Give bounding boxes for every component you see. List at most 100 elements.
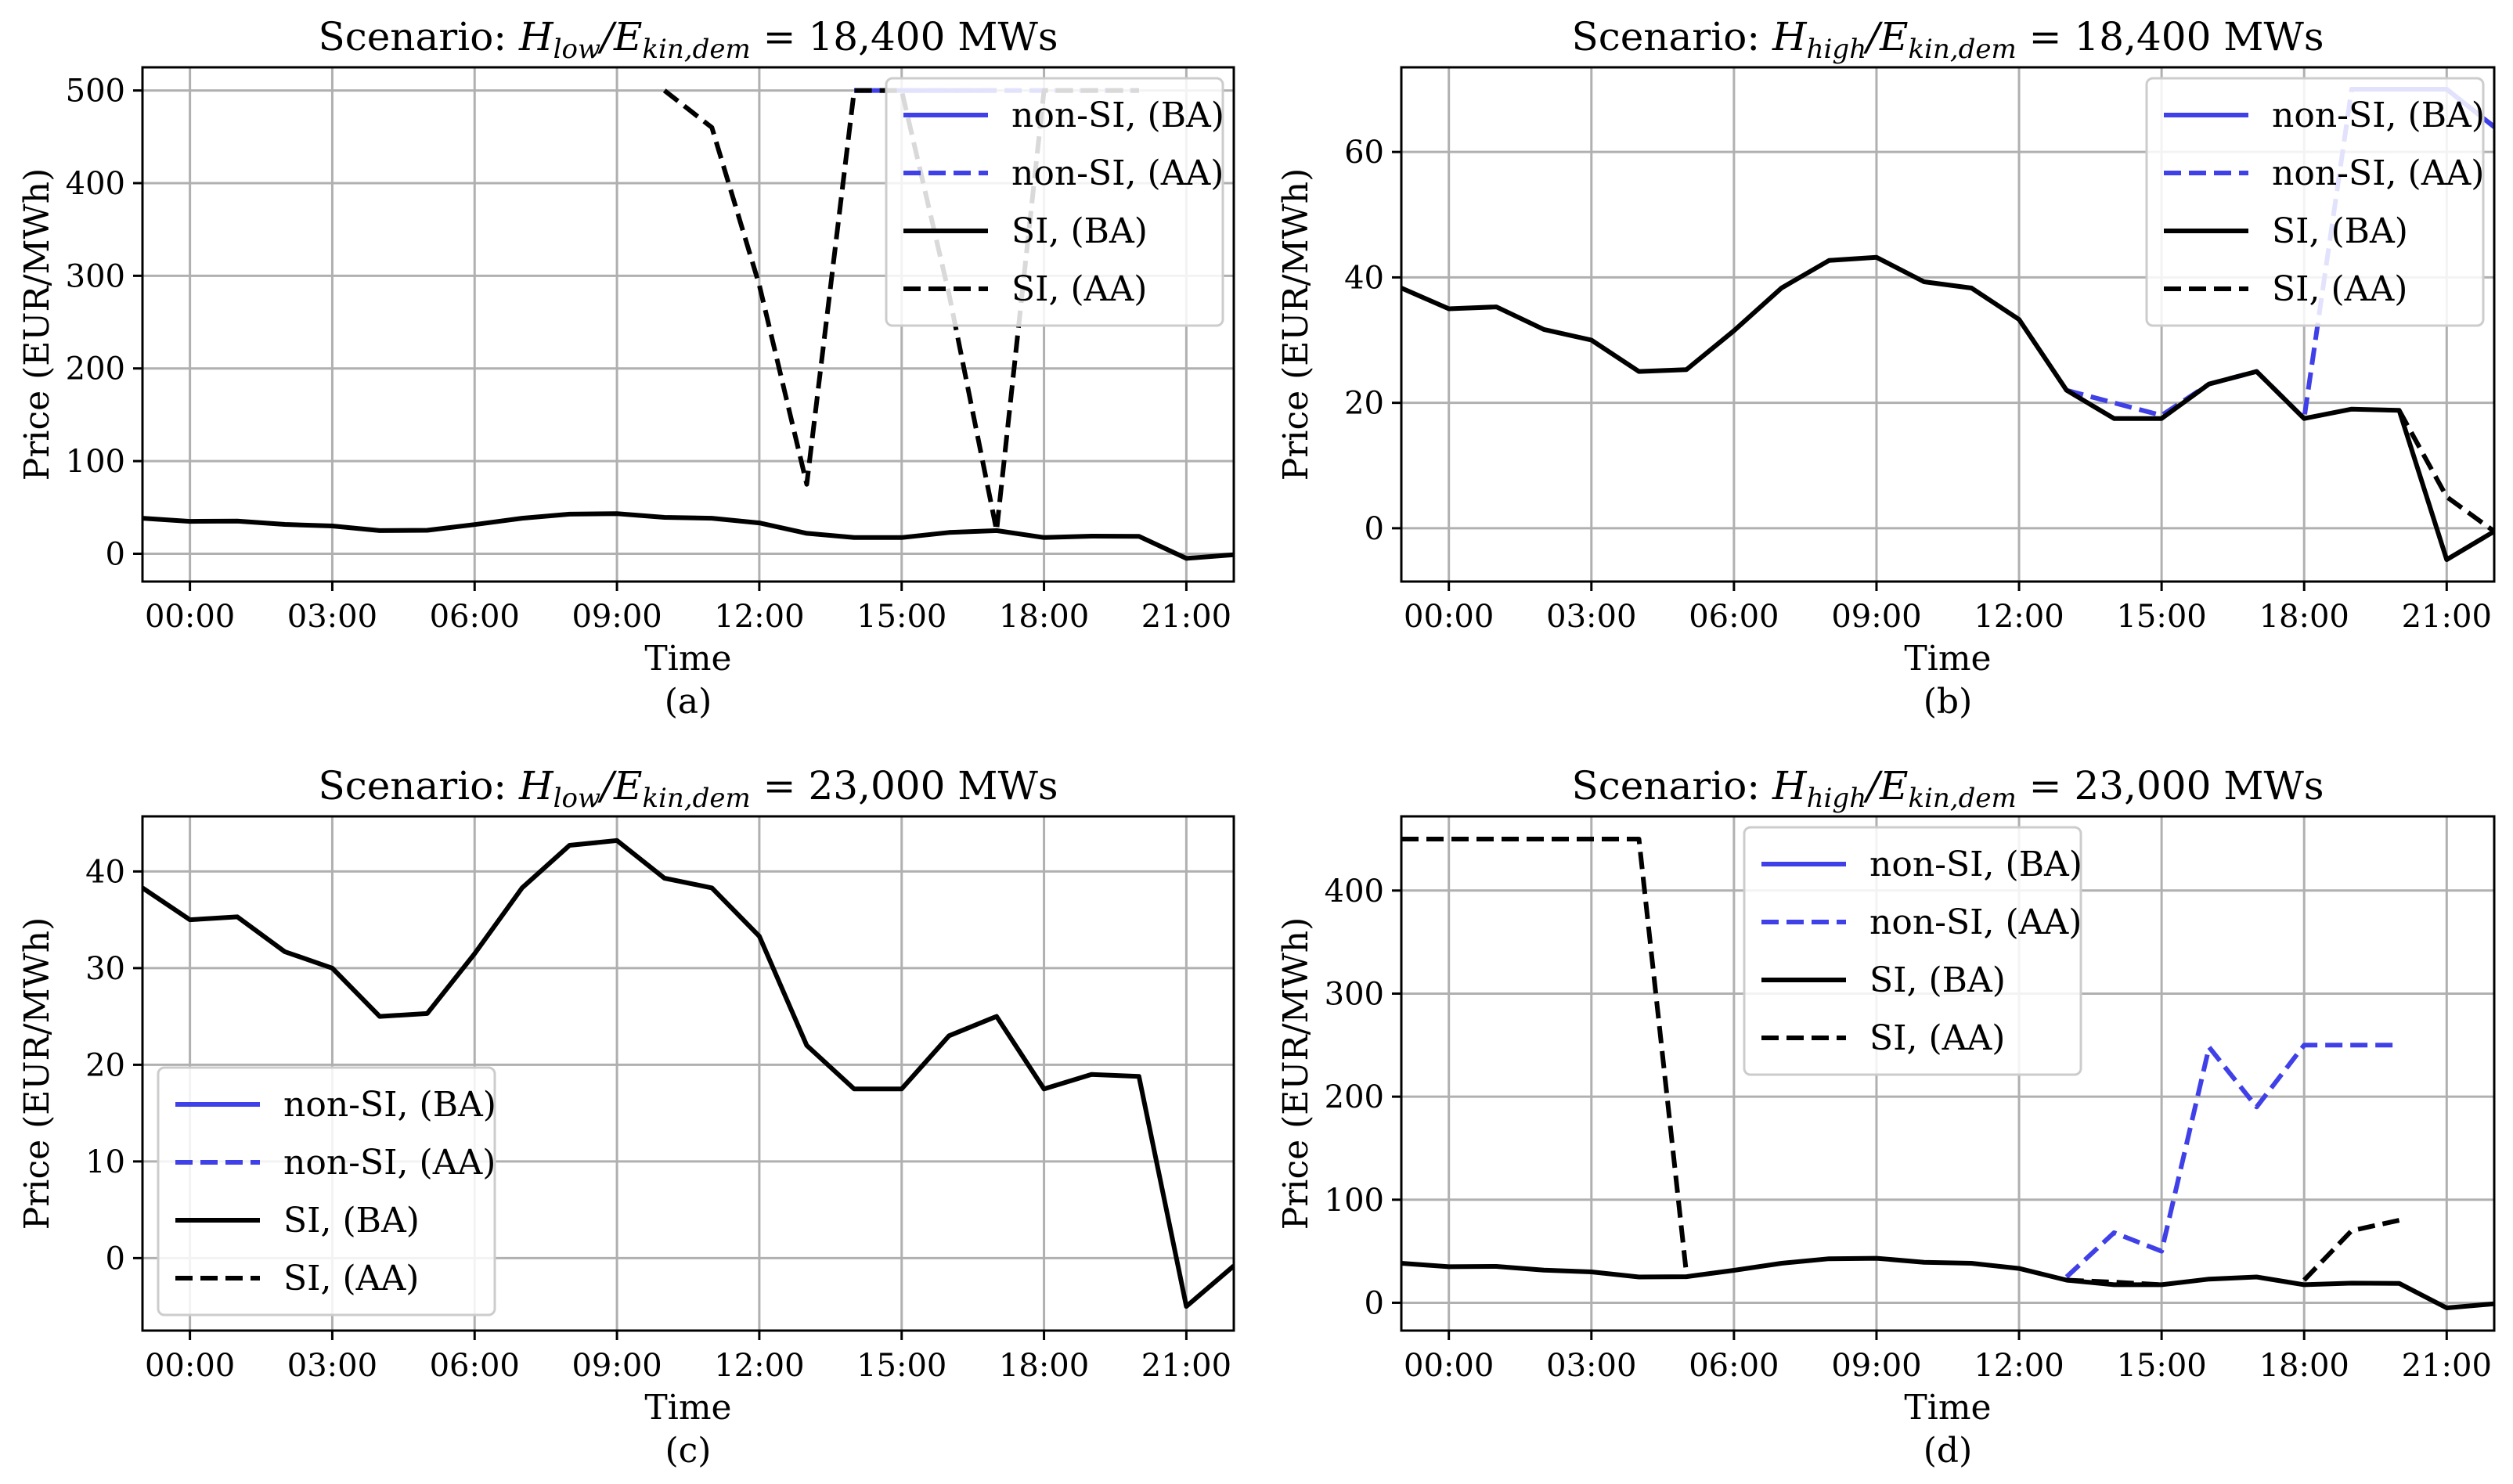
x-axis-label: Time [644,639,731,679]
legend-label: non-SI, (AA) [1011,153,1224,193]
title-part: /E [597,14,642,59]
title-part: /E [1863,14,1908,59]
x-tick-label: 21:00 [2402,1348,2492,1384]
series-line-si-aa [2302,1218,2400,1282]
x-tick-label: 12:00 [714,1348,804,1384]
x-tick-label: 00:00 [1404,599,1494,635]
y-tick-label: 100 [66,444,125,480]
x-tick-label: 06:00 [430,599,520,635]
x-tick-label: 12:00 [1974,599,2064,635]
title-part: low [553,783,600,814]
series-line-si-ba [1401,1255,2494,1310]
x-axis-label: Time [1904,639,1991,679]
x-tick-label: 00:00 [145,599,235,635]
y-tick-label: 300 [66,258,125,294]
plot-frame [141,815,1235,1332]
panel-label: (a) [665,682,712,722]
chart-panel-b: 00:00 03:00 06:00 09:00 12:00 15:00 18:00 21:00… [1276,14,2496,722]
y-tick-label: 200 [1325,1079,1384,1115]
chart-title: Scenario: Hlow/Ekin,dem = 23,000 MWs [318,763,1058,814]
x-tick-label: 21:00 [1141,599,1231,635]
legend-label: SI, (BA) [283,1201,420,1241]
x-tick-label: 15:00 [856,599,946,635]
title-part: /E [597,763,642,809]
y-tick-label: 10 [85,1144,125,1180]
panel-label: (b) [1924,682,1973,722]
legend: non-SI, (BA) non-SI, (AA) SI, (BA) SI, (AA) [1743,826,2082,1076]
x-tick-label: 15:00 [2116,599,2206,635]
y-tick-label: 200 [66,351,125,387]
x-tick-label: 00:00 [1404,1348,1494,1384]
legend-label: SI, (AA) [1869,1018,2005,1058]
x-tick-label: 12:00 [714,599,804,635]
legend-label: SI, (BA) [2272,211,2408,251]
x-tick-label: 18:00 [2259,1348,2349,1384]
title-part: H [1772,763,1808,809]
title-part: = 18,400 MWs [2017,14,2324,59]
x-tick-label: 03:00 [287,599,377,635]
series-line-si-ba [1401,254,2494,562]
title-part: = 23,000 MWs [2017,763,2324,809]
series-group [1401,837,2494,1310]
legend-label: SI, (AA) [1011,269,1147,309]
series-line-si-aa [1401,837,1689,1274]
series-line-si-ba [142,511,1234,561]
x-axis-label: Time [1904,1388,1991,1428]
x-tick-label: 06:00 [1689,599,1779,635]
x-tick-label: 18:00 [999,1348,1089,1384]
chart-title: Scenario: Hhigh/Ekin,dem = 23,000 MWs [1571,763,2324,814]
y-tick-label: 0 [106,1241,125,1277]
title-part: /E [1863,763,1908,809]
plot-frame [1400,815,2496,1332]
title-part: low [553,34,600,65]
title-part: H [1772,14,1808,59]
legend-label: SI, (AA) [283,1259,419,1298]
x-tick-label: 12:00 [1974,1348,2064,1384]
y-tick-label: 500 [66,74,125,110]
x-tick-label: 15:00 [856,1348,946,1384]
title-part: Scenario: [318,763,519,809]
y-tick-label: 0 [1365,511,1384,547]
plot-frame [1400,66,2496,583]
x-tick-label: 21:00 [1141,1348,1231,1384]
legend-box [885,77,1224,327]
series-line-si-ba [142,837,1234,1309]
legend: non-SI, (BA) non-SI, (AA) SI, (BA) SI, (AA) [885,77,1224,327]
y-tick-label: 0 [106,536,125,572]
legend-label: non-SI, (BA) [1869,845,2082,884]
chart-panel-d: 00:00 03:00 06:00 09:00 12:00 15:00 18:00 21:00… [1276,763,2496,1471]
legend: non-SI, (BA) non-SI, (AA) SI, (BA) SI, (AA) [157,1066,496,1317]
x-tick-label: 06:00 [430,1348,520,1384]
title-part: kin,dem [1908,783,2016,814]
y-tick-label: 300 [1325,976,1384,1012]
x-tick-label: 09:00 [571,599,662,635]
title-part: kin,dem [642,783,750,814]
series-line-si-aa [2066,1277,2162,1288]
x-tick-label: 03:00 [1546,599,1636,635]
y-tick-label: 20 [1344,386,1384,422]
legend-label: non-SI, (AA) [1869,902,2082,942]
legend-label: non-SI, (BA) [283,1085,496,1125]
legend-label: SI, (BA) [1011,211,1148,251]
x-tick-label: 21:00 [2402,599,2492,635]
y-tick-label: 20 [85,1047,125,1083]
panel-label: (c) [665,1431,712,1471]
y-axis-label: Price (EUR/MWh) [17,168,57,481]
chart-panel-a: 00:00 03:00 06:00 09:00 12:00 15:00 18:00 21:00… [17,14,1235,722]
title-part: kin,dem [642,34,750,65]
x-tick-label: 15:00 [2116,1348,2206,1384]
title-part: H [518,763,554,809]
plot-frame [141,66,1235,583]
series-group [142,837,1234,1309]
legend-label: non-SI, (AA) [2272,153,2484,193]
legend-box [1743,826,2082,1076]
title-part: Scenario: [318,14,519,59]
x-tick-label: 06:00 [1689,1348,1779,1384]
series-line-non-si-aa [2064,1043,2399,1279]
title-part: = 18,400 MWs [751,14,1058,59]
x-tick-label: 09:00 [571,1348,662,1384]
panel-label: (d) [1924,1431,1973,1471]
title-part: high [1807,783,1866,814]
y-tick-label: 400 [1325,873,1384,909]
